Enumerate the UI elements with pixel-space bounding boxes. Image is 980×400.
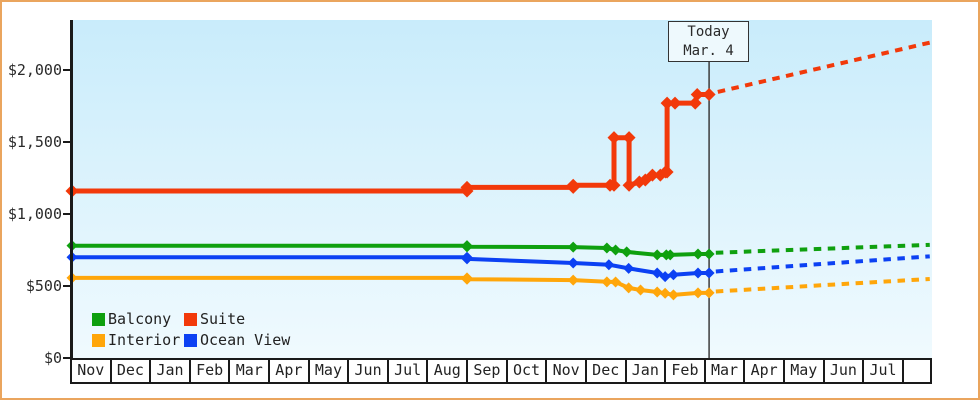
data-point-suite	[690, 87, 704, 101]
data-point-suite	[622, 131, 636, 145]
month-label: Jul	[864, 360, 904, 382]
data-point-balcony	[692, 248, 704, 260]
legend-label: Balcony	[108, 310, 172, 328]
data-point-suite	[688, 96, 702, 110]
y-axis-tick-label: $1,000	[7, 205, 62, 223]
data-point-balcony	[621, 246, 633, 258]
month-label: Jan	[627, 360, 667, 382]
data-point-interior	[567, 274, 579, 286]
y-axis-tick-label: $1,500	[7, 133, 62, 151]
month-label: Mar	[706, 360, 746, 382]
legend-item-interior: Interior	[92, 332, 184, 348]
legend-label: Suite	[200, 310, 246, 328]
y-axis-line	[70, 20, 73, 358]
legend: Balcony Suite Interior Ocean View	[92, 311, 290, 348]
today-marker-box: Today Mar. 4	[668, 21, 749, 62]
month-label: Nov	[547, 360, 587, 382]
data-point-balcony	[703, 248, 715, 260]
data-point-interior	[651, 286, 663, 298]
legend-item-balcony: Balcony	[92, 311, 184, 327]
data-point-suite	[645, 168, 659, 182]
month-label: Jul	[389, 360, 429, 382]
data-point-suite	[607, 131, 621, 145]
month-label: May	[310, 360, 350, 382]
data-point-balcony	[601, 242, 613, 254]
series-projection-interior	[715, 276, 930, 294]
data-point-interior	[703, 287, 715, 299]
series-projection-suite	[717, 40, 931, 94]
series-projection-ocean-view	[715, 254, 930, 274]
y-axis-tick-label: $500	[25, 277, 62, 295]
data-point-ocean-view	[603, 259, 615, 271]
month-label: Jun	[349, 360, 389, 382]
y-axis-tick-label: $0	[43, 349, 62, 367]
data-point-suite	[660, 96, 674, 110]
month-label: Dec	[587, 360, 627, 382]
data-point-suite	[607, 178, 621, 192]
data-point-balcony	[610, 244, 622, 256]
today-label: Today	[687, 24, 730, 40]
data-point-ocean-view	[659, 271, 671, 283]
data-point-ocean-view	[703, 267, 715, 279]
data-point-interior	[635, 284, 647, 296]
data-point-balcony	[567, 241, 579, 253]
data-point-interior	[667, 289, 679, 301]
data-point-suite	[660, 165, 674, 179]
today-date: Mar. 4	[683, 43, 734, 59]
data-point-ocean-view	[692, 267, 704, 279]
data-point-ocean-view	[623, 262, 635, 274]
month-label: Mar	[230, 360, 271, 382]
data-point-suite	[668, 96, 682, 110]
series-projection-balcony	[715, 242, 930, 255]
month-label: Dec	[112, 360, 152, 382]
data-point-suite	[622, 178, 636, 192]
series-line-ocean-view	[72, 255, 710, 279]
data-point-balcony	[664, 249, 676, 261]
legend-swatch-interior	[92, 333, 105, 347]
month-label: May	[785, 360, 825, 382]
legend-item-suite: Suite	[184, 311, 290, 327]
month-label: Apr	[270, 360, 310, 382]
legend-label: Interior	[108, 331, 181, 349]
data-point-balcony	[461, 241, 473, 253]
data-point-balcony	[651, 249, 663, 261]
x-axis-month-band: Nov Dec Jan Feb Mar Apr May Jun Jul Aug Sep Oct Nov D…	[70, 358, 932, 384]
data-point-ocean-view	[567, 257, 579, 269]
month-blank-cell	[904, 360, 930, 382]
month-label: Feb	[666, 360, 706, 382]
data-point-interior	[461, 273, 473, 285]
legend-item-ocean-view: Ocean View	[184, 332, 290, 348]
month-label: Oct	[508, 360, 548, 382]
legend-swatch-ocean-view	[184, 333, 197, 347]
month-label: Aug	[428, 360, 469, 382]
month-label: Jun	[825, 360, 865, 382]
legend-swatch-balcony	[92, 312, 105, 326]
data-point-ocean-view	[667, 269, 679, 281]
legend-label: Ocean View	[200, 331, 291, 349]
data-point-interior	[601, 276, 613, 288]
data-point-interior	[692, 287, 704, 299]
month-label: Nov	[72, 360, 112, 382]
data-point-interior	[610, 276, 622, 288]
data-point-suite	[702, 87, 716, 101]
month-label: Sep	[468, 360, 508, 382]
data-point-interior	[659, 287, 671, 299]
legend-swatch-suite	[184, 312, 197, 326]
data-point-interior	[623, 282, 635, 294]
y-axis-tick-label: $2,000	[7, 61, 62, 79]
month-label: Jan	[151, 360, 191, 382]
data-point-suite	[460, 180, 474, 194]
month-label: Feb	[191, 360, 231, 382]
month-label: Apr	[745, 360, 785, 382]
data-point-suite	[566, 178, 580, 192]
data-point-ocean-view	[651, 267, 663, 279]
data-point-ocean-view	[461, 253, 473, 265]
